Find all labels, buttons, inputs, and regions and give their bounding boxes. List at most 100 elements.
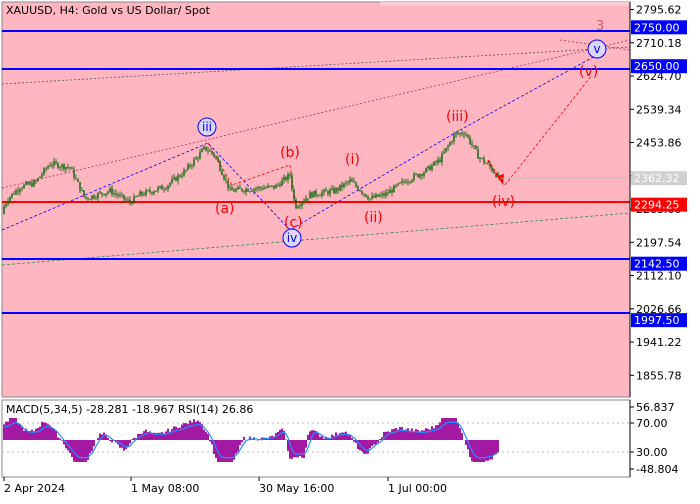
macd-bar	[493, 440, 495, 455]
candle-body	[211, 151, 212, 154]
candle-body	[33, 181, 34, 187]
candle-body	[191, 165, 192, 166]
candle-body	[271, 185, 272, 186]
candle-body	[387, 192, 388, 193]
macd-bar	[57, 437, 59, 440]
macd-bar	[411, 428, 413, 440]
macd-bar	[45, 423, 47, 440]
macd-bar	[219, 440, 221, 462]
macd-bar	[435, 425, 437, 440]
candle-body	[19, 189, 20, 191]
candle-body	[41, 174, 42, 176]
macd-bar	[293, 440, 295, 457]
candle-body	[31, 183, 32, 187]
candle-body	[493, 171, 494, 173]
candle-body	[361, 191, 362, 193]
candle-body	[479, 158, 480, 159]
candle-body	[393, 185, 394, 192]
indicator-title: MACD(5,34,5) -28.281 -18.967 RSI(14) 26.…	[6, 403, 253, 416]
candle-body	[449, 142, 450, 145]
macd-bar	[171, 429, 173, 440]
candle-body	[319, 196, 320, 197]
candle-body	[119, 195, 120, 196]
candle-body	[39, 177, 40, 178]
macd-bar	[43, 422, 45, 440]
candle-body	[149, 190, 150, 192]
candle-body	[133, 196, 134, 203]
candle-body	[85, 196, 86, 198]
candle-body	[323, 190, 324, 193]
candle-body	[325, 190, 326, 191]
candle-body	[475, 146, 476, 149]
level-label-text: 1997.50	[634, 314, 680, 327]
candle-body	[25, 182, 26, 184]
macd-bar	[345, 432, 347, 440]
macd-bar	[21, 427, 23, 440]
candle-body	[147, 190, 148, 191]
candle-body	[273, 185, 274, 188]
candle-body	[221, 171, 222, 176]
macd-bar	[281, 429, 283, 440]
candle-body	[265, 188, 266, 189]
macd-bar	[239, 440, 241, 445]
macd-bar	[51, 427, 53, 440]
candle-body	[113, 193, 114, 194]
candle-body	[379, 195, 380, 196]
macd-bar	[5, 422, 7, 440]
candle-body	[171, 179, 172, 183]
macd-bar	[131, 439, 133, 440]
candle-body	[391, 190, 392, 192]
macd-bar	[85, 440, 87, 462]
candle-body	[275, 185, 276, 189]
candle-body	[429, 166, 430, 170]
candle-body	[17, 190, 18, 191]
candle-body	[37, 178, 38, 181]
macd-bar	[109, 440, 111, 441]
level-label-text: 2650.00	[634, 60, 680, 73]
candle-body	[55, 161, 56, 163]
candle-body	[245, 189, 246, 192]
macd-bar	[379, 439, 381, 440]
macd-bar	[303, 440, 305, 458]
macd-bar	[309, 431, 311, 440]
candle-body	[287, 174, 288, 180]
candle-body	[35, 181, 36, 182]
macd-bar	[129, 440, 131, 443]
candle-body	[329, 190, 330, 194]
candle-body	[223, 175, 224, 179]
candle-body	[63, 164, 64, 169]
candle-body	[259, 187, 260, 188]
macd-bar	[349, 435, 351, 440]
macd-bar	[483, 440, 485, 462]
macd-bar	[55, 431, 57, 440]
candle-body	[399, 183, 400, 184]
candle-body	[199, 152, 200, 158]
candle-body	[51, 165, 52, 166]
candle-body	[263, 188, 264, 189]
candle-body	[307, 198, 308, 199]
candle-body	[343, 183, 344, 187]
current-price-label: 2362.32	[634, 172, 680, 185]
candle-body	[461, 133, 462, 134]
candle-body	[73, 169, 74, 178]
candle-body	[349, 179, 350, 181]
macd-bar	[37, 428, 39, 440]
candle-body	[351, 179, 352, 181]
macd-bar	[151, 433, 153, 440]
macd-bar	[431, 426, 433, 440]
candle-body	[11, 194, 12, 197]
candle-body	[377, 194, 378, 196]
candle-body	[75, 178, 76, 179]
candle-body	[255, 189, 256, 190]
candle-body	[471, 143, 472, 145]
candle-body	[317, 195, 318, 196]
candle-body	[79, 182, 80, 191]
price-tick-label: 2539.34	[636, 103, 682, 116]
candle-body	[137, 196, 138, 197]
candle-body	[65, 167, 66, 169]
macd-bar	[59, 438, 61, 440]
candle-body	[241, 189, 242, 192]
candle-body	[285, 177, 286, 180]
